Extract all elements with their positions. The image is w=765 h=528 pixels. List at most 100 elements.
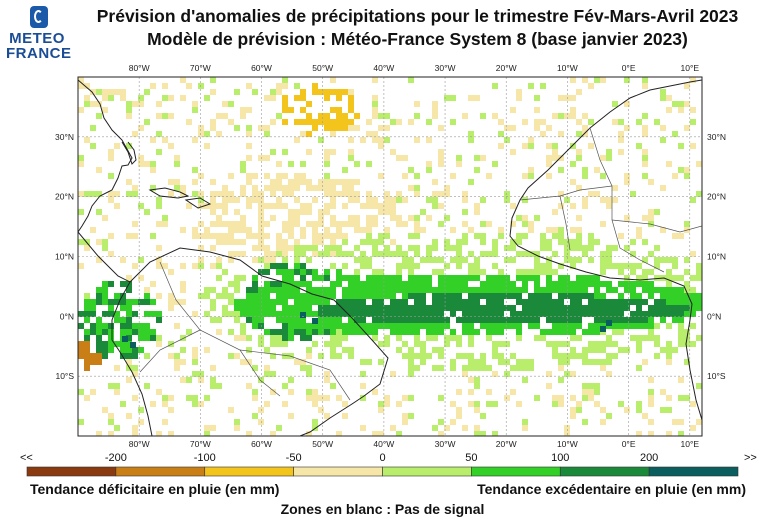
anomaly-cell <box>570 113 576 119</box>
anomaly-cell <box>228 407 234 413</box>
anomaly-cell <box>348 221 354 227</box>
anomaly-cell <box>582 329 588 335</box>
anomaly-cell <box>468 251 474 257</box>
anomaly-cell <box>186 119 192 125</box>
anomaly-cell <box>102 323 108 329</box>
anomaly-cell <box>528 269 534 275</box>
anomaly-cell <box>210 305 216 311</box>
anomaly-cell <box>624 179 630 185</box>
anomaly-cell <box>288 209 294 215</box>
anomaly-cell <box>288 215 294 221</box>
anomaly-cell <box>516 215 522 221</box>
anomaly-cell <box>450 281 456 287</box>
anomaly-cell <box>294 299 300 305</box>
anomaly-cell <box>678 419 684 425</box>
anomaly-cell <box>684 395 690 401</box>
anomaly-cell <box>378 251 384 257</box>
anomaly-cell <box>282 257 288 263</box>
anomaly-cell <box>648 395 654 401</box>
anomaly-cell <box>300 209 306 215</box>
anomaly-cell <box>618 317 624 323</box>
anomaly-cell <box>408 119 414 125</box>
anomaly-cell <box>414 221 420 227</box>
anomaly-cell <box>366 329 372 335</box>
anomaly-cell <box>300 269 306 275</box>
anomaly-cell <box>402 287 408 293</box>
anomaly-cell <box>558 167 564 173</box>
anomaly-cell <box>636 263 642 269</box>
anomaly-cell <box>546 263 552 269</box>
anomaly-cell <box>576 227 582 233</box>
colorbar-swatch <box>26 466 117 477</box>
anomaly-cell <box>582 275 588 281</box>
anomaly-cell <box>402 251 408 257</box>
anomaly-cell <box>288 413 294 419</box>
anomaly-cell <box>324 125 330 131</box>
anomaly-cell <box>162 221 168 227</box>
anomaly-cell <box>546 293 552 299</box>
anomaly-cell <box>648 269 654 275</box>
anomaly-cell <box>396 275 402 281</box>
anomaly-cell <box>348 137 354 143</box>
lon-tick-label: 10°E <box>680 63 699 73</box>
anomaly-cell <box>504 257 510 263</box>
anomaly-cell <box>378 113 384 119</box>
anomaly-cell <box>468 269 474 275</box>
anomaly-cell <box>384 275 390 281</box>
anomaly-cell <box>216 203 222 209</box>
anomaly-cell <box>690 311 696 317</box>
anomaly-cell <box>468 263 474 269</box>
anomaly-cell <box>576 293 582 299</box>
anomaly-cell <box>510 245 516 251</box>
anomaly-cell <box>264 155 270 161</box>
anomaly-cell <box>414 323 420 329</box>
anomaly-cell <box>348 323 354 329</box>
anomaly-cell <box>318 209 324 215</box>
anomaly-cell <box>672 263 678 269</box>
anomaly-cell <box>360 251 366 257</box>
anomaly-cell <box>492 251 498 257</box>
anomaly-cell <box>414 341 420 347</box>
anomaly-cell <box>216 215 222 221</box>
anomaly-cell <box>546 161 552 167</box>
anomaly-cell <box>216 293 222 299</box>
anomaly-cell <box>660 125 666 131</box>
anomaly-cell <box>114 425 120 431</box>
anomaly-cell <box>420 347 426 353</box>
anomaly-cell <box>228 221 234 227</box>
anomaly-cell <box>114 389 120 395</box>
anomaly-cell <box>396 263 402 269</box>
anomaly-cell <box>414 101 420 107</box>
anomaly-cell <box>348 299 354 305</box>
anomaly-cell <box>582 347 588 353</box>
anomaly-cell <box>174 323 180 329</box>
anomaly-cell <box>306 431 312 436</box>
anomaly-cell <box>78 419 84 425</box>
anomaly-cell <box>324 245 330 251</box>
anomaly-cell <box>336 269 342 275</box>
anomaly-cell <box>246 311 252 317</box>
anomaly-cell <box>438 257 444 263</box>
anomaly-cell <box>366 227 372 233</box>
anomaly-cell <box>498 359 504 365</box>
anomaly-cell <box>612 299 618 305</box>
anomaly-cell <box>600 359 606 365</box>
anomaly-cell <box>330 251 336 257</box>
anomaly-cell <box>582 305 588 311</box>
anomaly-cell <box>498 305 504 311</box>
anomaly-cell <box>126 311 132 317</box>
anomaly-cell <box>432 197 438 203</box>
anomaly-cell <box>522 275 528 281</box>
anomaly-cell <box>642 275 648 281</box>
anomaly-cell <box>234 239 240 245</box>
anomaly-cell <box>156 263 162 269</box>
anomaly-cell <box>84 239 90 245</box>
anomaly-cell <box>90 305 96 311</box>
lon-tick-label: 30°W <box>435 63 456 73</box>
anomaly-cell <box>426 281 432 287</box>
axis-ticks: 80°W80°W70°W70°W60°W60°W50°W50°W40°W40°W… <box>55 63 726 449</box>
anomaly-cell <box>210 377 216 383</box>
anomaly-cell <box>252 173 258 179</box>
anomaly-cell <box>408 245 414 251</box>
anomaly-cell <box>480 113 486 119</box>
